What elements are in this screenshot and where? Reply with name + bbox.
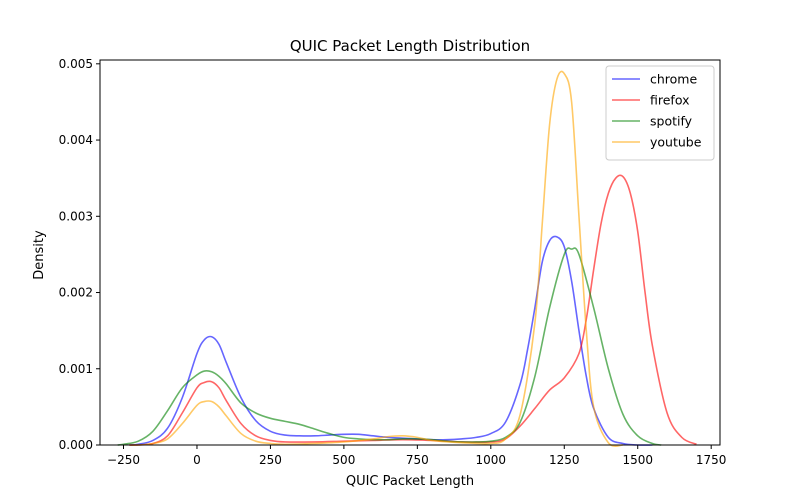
series-line-firefox bbox=[129, 174, 697, 446]
x-tick-label: 1250 bbox=[549, 453, 580, 467]
x-tick-label: 500 bbox=[332, 453, 355, 467]
chart-title: QUIC Packet Length Distribution bbox=[290, 37, 530, 55]
y-tick-label: 0.001 bbox=[59, 362, 93, 376]
y-tick-label: 0.000 bbox=[59, 438, 93, 452]
series-line-spotify bbox=[117, 247, 662, 446]
x-tick-label: 0 bbox=[193, 453, 201, 467]
x-tick-label: 750 bbox=[406, 453, 429, 467]
y-tick-label: 0.003 bbox=[59, 209, 93, 223]
x-tick-label: 1750 bbox=[696, 453, 727, 467]
x-tick-label: 1500 bbox=[622, 453, 653, 467]
series-line-chrome bbox=[129, 235, 653, 446]
y-tick-label: 0.005 bbox=[59, 57, 93, 71]
y-tick-label: 0.002 bbox=[59, 286, 93, 300]
y-tick-label: 0.004 bbox=[59, 133, 93, 147]
legend-label-chrome: chrome bbox=[650, 72, 697, 87]
y-axis-label: Density bbox=[32, 230, 47, 280]
series-lines bbox=[117, 70, 697, 447]
x-tick-label: 1000 bbox=[476, 453, 507, 467]
x-axis-label: QUIC Packet Length bbox=[346, 474, 474, 489]
x-tick-label: −250 bbox=[107, 453, 140, 467]
legend-label-firefox: firefox bbox=[650, 93, 690, 108]
series-line-youtube bbox=[129, 70, 624, 447]
legend-label-spotify: spotify bbox=[650, 114, 693, 129]
legend: chrome firefox spotify youtube bbox=[605, 65, 715, 161]
y-axis: 0.000 0.001 0.002 0.003 0.004 0.005 bbox=[59, 57, 100, 452]
legend-box bbox=[605, 65, 715, 161]
legend-label-youtube: youtube bbox=[650, 135, 702, 150]
plot-frame bbox=[99, 59, 721, 446]
x-axis: −250 0 250 500 750 1000 1250 1500 1750 bbox=[107, 445, 726, 467]
x-tick-label: 250 bbox=[259, 453, 282, 467]
